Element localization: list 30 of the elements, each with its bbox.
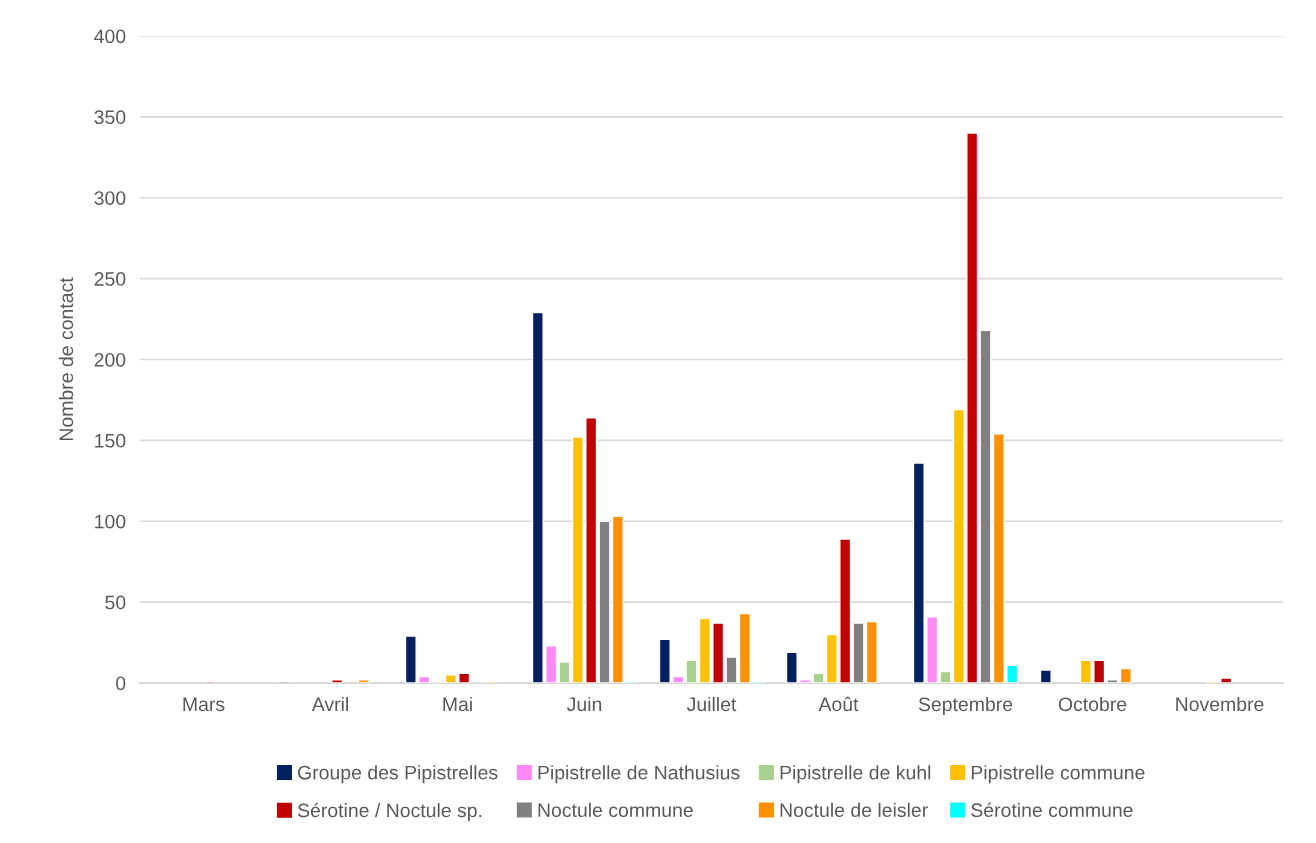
x-tick-label: Octobre bbox=[1058, 696, 1127, 712]
y-tick-label: 400 bbox=[94, 29, 126, 44]
y-tick-label: 200 bbox=[94, 352, 126, 367]
y-tick-label: 250 bbox=[94, 272, 126, 286]
x-tick-label: Août bbox=[818, 696, 859, 712]
bar bbox=[331, 679, 344, 683]
x-tick-label: Novembre bbox=[1176, 696, 1264, 712]
legend-label: Noctule de leisler bbox=[780, 802, 928, 818]
y-tick-label: 0 bbox=[116, 676, 126, 691]
bar bbox=[357, 679, 370, 683]
y-tick-label: 150 bbox=[95, 433, 126, 448]
y-tick-label: 300 bbox=[94, 191, 126, 205]
legend-label: Groupe des Pipistrelles bbox=[298, 765, 498, 784]
y-axis-title: Nombre de contact bbox=[58, 277, 74, 441]
legend-label: Sérotine / Noctule sp. bbox=[297, 802, 482, 822]
x-tick-label: Mars bbox=[183, 697, 225, 712]
x-tick-label: Mai bbox=[443, 696, 472, 712]
legend-label: Noctule commune bbox=[538, 802, 693, 818]
x-tick-label: Avril bbox=[311, 696, 348, 711]
legend-label: Sérotine commune bbox=[971, 802, 1133, 818]
legend-label: Pipistrelle commune bbox=[971, 765, 1145, 784]
legend-label: Pipistrelle de Nathusius bbox=[538, 765, 740, 784]
x-tick-label: Juillet bbox=[686, 696, 737, 712]
y-tick-label: 100 bbox=[95, 514, 126, 529]
legend-label: Pipistrelle de kuhl bbox=[780, 765, 931, 784]
bar bbox=[1039, 669, 1052, 683]
y-tick-label: 50 bbox=[105, 595, 126, 610]
y-tick-label: 350 bbox=[94, 110, 126, 125]
x-tick-label: Juin bbox=[566, 696, 602, 712]
x-tick-label: Septembre bbox=[918, 696, 1013, 716]
